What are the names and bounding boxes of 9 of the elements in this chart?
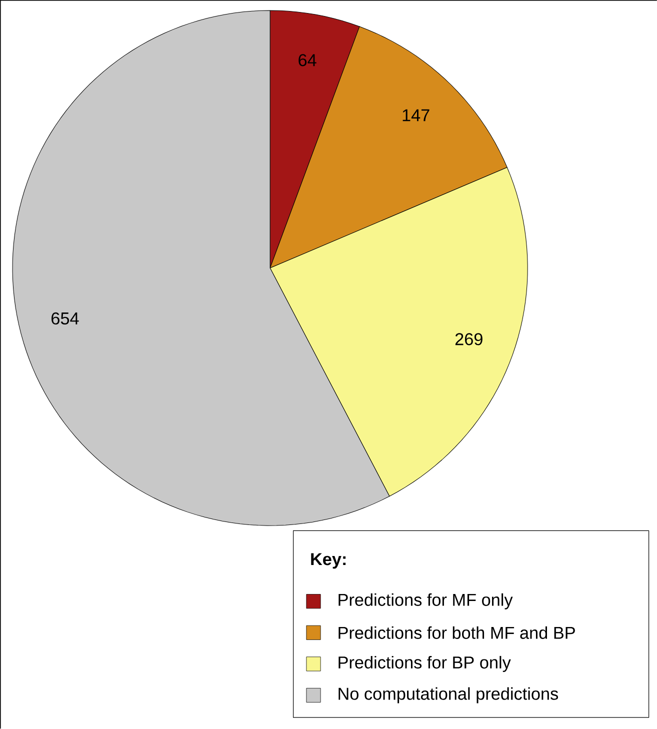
data-label: 147	[402, 109, 430, 122]
legend-label: Predictions for BP only	[338, 656, 511, 672]
data-label: 269	[455, 333, 482, 346]
legend-label: Predictions for both MF and BP	[338, 626, 575, 639]
legend-title: Key:	[311, 553, 346, 569]
data-label: 654	[51, 312, 79, 325]
legend-label: Predictions for MF only	[338, 593, 513, 610]
legend-label: No computational predictions	[338, 687, 558, 704]
data-label: 64	[298, 54, 316, 66]
